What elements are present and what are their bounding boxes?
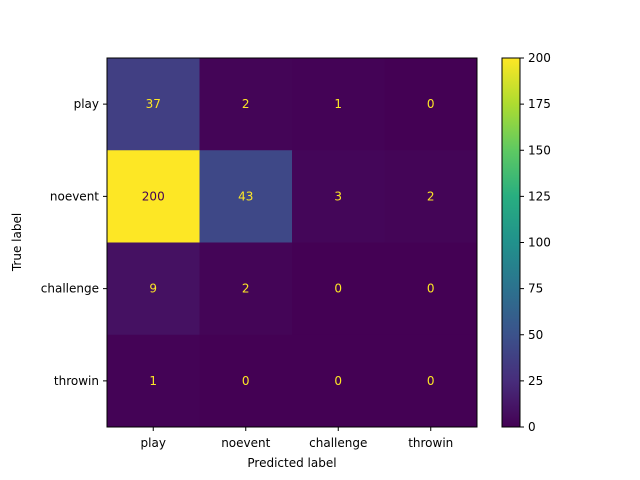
heatmap-cell bbox=[292, 150, 385, 243]
colorbar-tick-label: 100 bbox=[528, 236, 551, 250]
cell-value-label: 1 bbox=[334, 97, 342, 111]
colorbar-tick-label: 150 bbox=[528, 143, 551, 157]
heatmap-cell bbox=[292, 334, 385, 428]
cell-value-label: 200 bbox=[142, 189, 165, 203]
cell-value-label: 0 bbox=[427, 374, 435, 388]
cell-value-label: 0 bbox=[427, 97, 435, 111]
heatmap-cell bbox=[384, 242, 478, 336]
colorbar-tick-label: 200 bbox=[528, 51, 551, 65]
heatmap-cell bbox=[384, 150, 478, 243]
cell-value-label: 37 bbox=[146, 97, 161, 111]
heatmap-cells bbox=[107, 58, 478, 428]
x-tick-label: throwin bbox=[408, 436, 453, 450]
y-axis-ticks: play noevent challenge throwin bbox=[41, 97, 107, 388]
heatmap-cell bbox=[107, 242, 200, 336]
y-tick-label: play bbox=[74, 97, 99, 111]
heatmap-cell bbox=[292, 58, 385, 151]
colorbar-tick-label: 0 bbox=[528, 420, 536, 434]
y-tick-label: throwin bbox=[54, 374, 99, 388]
heatmap-cell bbox=[199, 150, 293, 243]
x-tick-label: play bbox=[141, 436, 166, 450]
cell-value-label: 0 bbox=[242, 374, 250, 388]
heatmap-cell bbox=[199, 58, 293, 151]
heatmap-cell bbox=[107, 334, 200, 428]
x-axis-ticks: play noevent challenge throwin bbox=[141, 427, 453, 450]
cell-value-label: 0 bbox=[427, 282, 435, 296]
heatmap-cell bbox=[199, 334, 293, 428]
x-axis-label: Predicted label bbox=[247, 456, 336, 470]
y-tick-label: challenge bbox=[41, 282, 99, 296]
heatmap-cell bbox=[292, 242, 385, 336]
plot-frame bbox=[106, 57, 478, 428]
heatmap-cell bbox=[384, 334, 478, 428]
x-tick-label: challenge bbox=[309, 436, 367, 450]
cell-value-label: 2 bbox=[427, 189, 435, 203]
cell-value-label: 2 bbox=[242, 97, 250, 111]
colorbar-tick-label: 25 bbox=[528, 374, 543, 388]
colorbar-tick-label: 125 bbox=[528, 189, 551, 203]
cell-value-label: 0 bbox=[334, 282, 342, 296]
heatmap-cell bbox=[107, 150, 200, 243]
cell-value-label: 1 bbox=[149, 374, 157, 388]
y-tick-label: noevent bbox=[50, 189, 99, 203]
colorbar bbox=[501, 57, 521, 428]
cell-value-label: 9 bbox=[149, 282, 157, 296]
cell-value-label: 3 bbox=[334, 189, 342, 203]
colorbar-ticks: 0 25 50 75 100 125 150 175 200 bbox=[520, 51, 551, 434]
y-axis-label: True label bbox=[10, 213, 24, 272]
cell-value-label: 43 bbox=[238, 189, 253, 203]
heatmap-cell bbox=[199, 242, 293, 336]
colorbar-tick-label: 50 bbox=[528, 328, 543, 342]
cell-value-label: 2 bbox=[242, 282, 250, 296]
cell-value-label: 0 bbox=[334, 374, 342, 388]
colorbar-tick-label: 75 bbox=[528, 282, 543, 296]
heatmap-cell bbox=[384, 58, 478, 151]
x-tick-label: noevent bbox=[221, 436, 270, 450]
heatmap-cell bbox=[107, 58, 200, 151]
colorbar-tick-label: 175 bbox=[528, 97, 551, 111]
